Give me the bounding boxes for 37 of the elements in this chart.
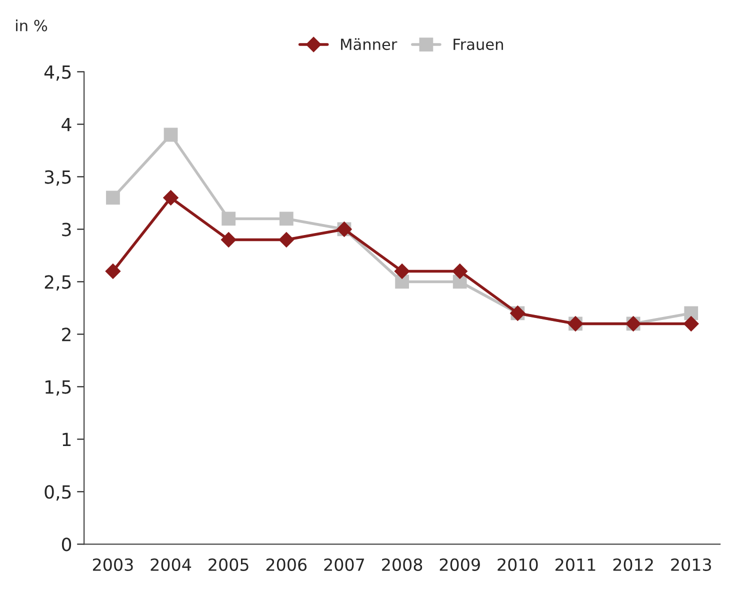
x-tick-label: 2006 (266, 558, 307, 571)
point (394, 264, 410, 279)
x-tick-label: 2010 (498, 558, 538, 571)
y-tick-label: 2 (62, 328, 70, 342)
x-tick-label: 2004 (150, 558, 192, 571)
y-tick-label: 1 (62, 432, 71, 446)
x-tick-label: 2007 (324, 558, 364, 571)
x-tick-label: 2009 (440, 558, 480, 571)
point (452, 264, 468, 279)
x-tick-label: 2008 (382, 558, 422, 571)
x-tick-label: 2013 (671, 558, 711, 571)
x-tick-label: 2003 (92, 558, 133, 571)
point (684, 316, 699, 332)
point (164, 128, 178, 142)
x-tick-label: 2012 (613, 558, 653, 571)
point (395, 274, 409, 289)
point (105, 264, 121, 279)
point (163, 190, 178, 206)
y-tick-label: 1,5 (46, 380, 71, 396)
y-tick-label: 4 (62, 118, 72, 132)
legend-label: Männer (341, 38, 398, 50)
y-tick-label: 4,5 (44, 65, 71, 81)
y-tick-label: 2,5 (44, 275, 71, 291)
point (278, 232, 294, 248)
legend-label: Frauen (454, 38, 503, 50)
x-tick-label: 2011 (556, 558, 596, 571)
y-tick-label: 0,5 (44, 485, 71, 501)
point (221, 232, 236, 248)
point (279, 212, 294, 226)
y-tick-label: 3,5 (44, 170, 71, 186)
y-tick-label: 3 (62, 222, 71, 236)
y-axis-title: in % (16, 20, 48, 32)
point (106, 190, 120, 205)
point (222, 212, 236, 226)
y-tick-label: 0 (62, 538, 72, 552)
x-tick-label: 2005 (208, 558, 248, 571)
point (684, 306, 698, 320)
